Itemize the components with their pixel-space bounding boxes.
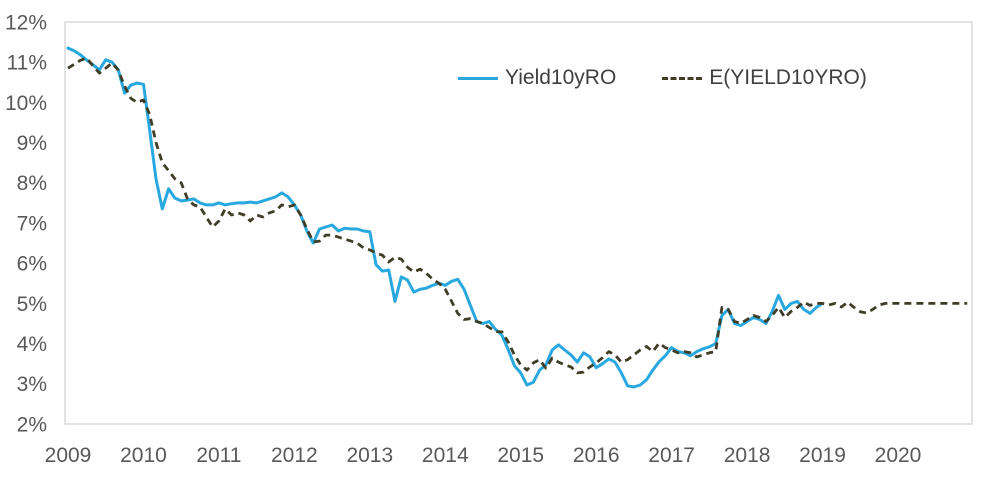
y-axis-tick-label: 10% (5, 92, 47, 115)
yield10yro-line (66, 46, 824, 389)
x-axis-tick-label: 2015 (497, 444, 544, 467)
y-axis-tick-label: 3% (17, 373, 47, 396)
legend-item-expected-yield: E(YIELD10YRO) (662, 66, 867, 90)
x-axis-tick-label: 2014 (422, 444, 469, 467)
x-axis-tick-label: 2016 (573, 444, 620, 467)
dashed-line-swatch (662, 76, 703, 80)
solid-line-swatch (458, 76, 498, 80)
y-axis-tick-label: 12% (5, 11, 47, 34)
x-axis-tick-label: 2019 (799, 444, 846, 467)
x-axis-tick-label: 2020 (875, 444, 922, 467)
y-axis-tick-label: 8% (17, 172, 47, 195)
expected-yield10yro-line (67, 56, 968, 375)
x-axis-tick-label: 2012 (271, 444, 318, 467)
legend-label-yield10yro: Yield10yRO (505, 66, 617, 89)
x-axis-tick-label: 2013 (346, 444, 393, 467)
chart-legend: Yield10yRO E(YIELD10YRO) (458, 66, 867, 90)
x-axis-tick-label: 2011 (196, 444, 241, 467)
y-axis-tick-label: 2% (17, 413, 47, 436)
y-axis-tick-label: 7% (17, 212, 47, 235)
x-axis-tick-label: 2010 (120, 444, 167, 467)
y-axis-tick-label: 4% (17, 333, 47, 356)
x-axis-tick-label: 2009 (45, 444, 92, 467)
plot-area-border (64, 21, 973, 425)
y-axis-tick-label: 5% (17, 293, 47, 316)
y-axis-tick-label: 6% (17, 253, 47, 276)
x-axis-tick-label: 2018 (724, 444, 771, 467)
x-axis-tick-label: 2017 (648, 444, 695, 467)
legend-label-expected-yield: E(YIELD10YRO) (709, 66, 867, 89)
y-axis-tick-label: 9% (17, 132, 47, 155)
legend-item-yield10yro: Yield10yRO (458, 66, 616, 90)
y-axis-tick-label: 11% (7, 52, 47, 75)
